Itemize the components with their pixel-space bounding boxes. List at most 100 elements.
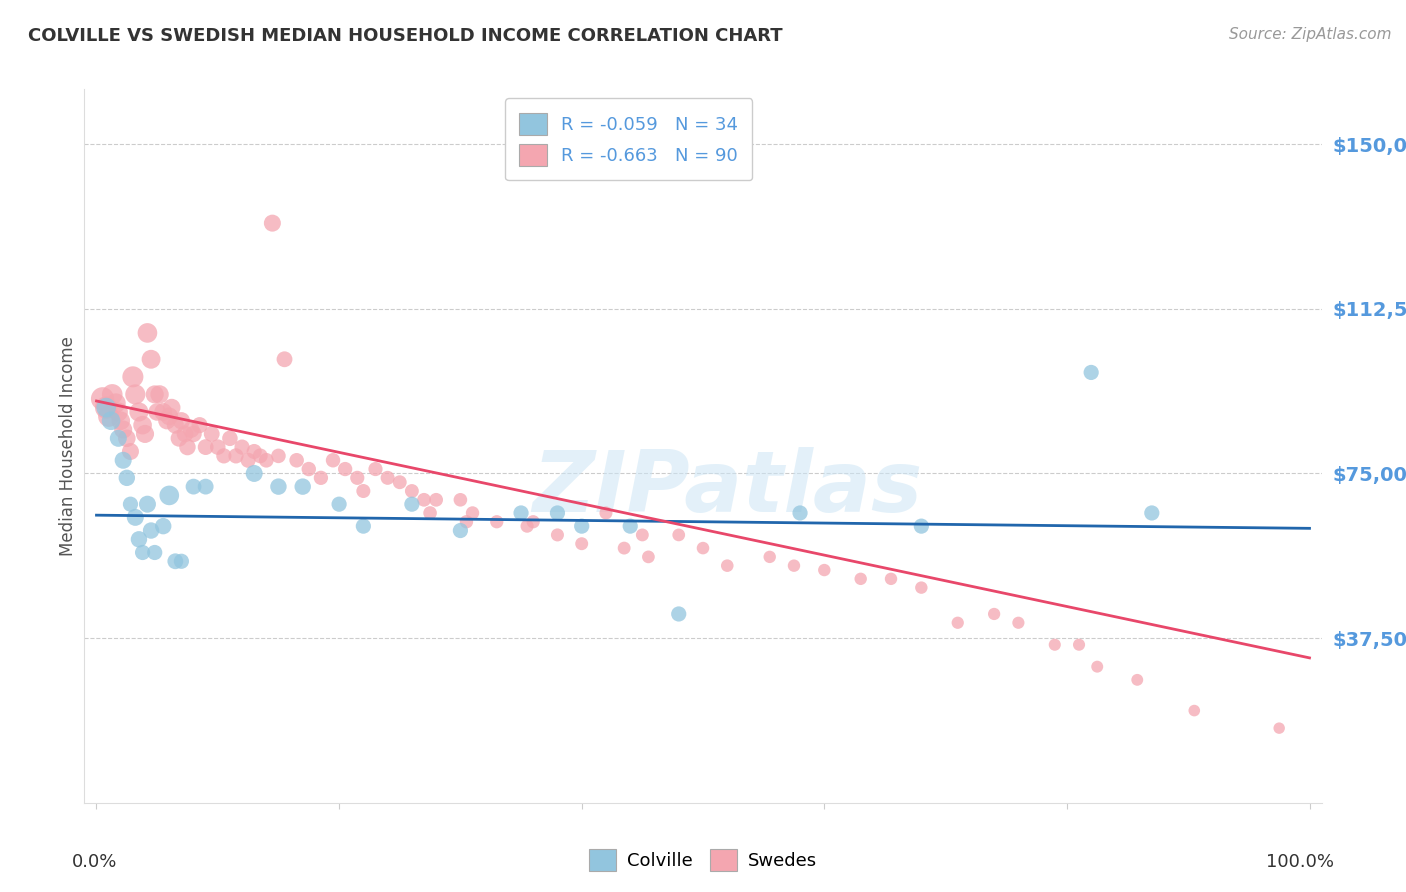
Point: [401, 497, 423, 511]
Point: [115, 431, 138, 445]
Point: [165, 418, 187, 433]
Point: [461, 506, 484, 520]
Point: [309, 471, 332, 485]
Point: [1007, 615, 1029, 630]
Point: [249, 449, 271, 463]
Point: [910, 581, 932, 595]
Point: [546, 528, 568, 542]
Point: [425, 492, 447, 507]
Point: [143, 545, 166, 559]
Point: [946, 615, 969, 630]
Point: [170, 554, 193, 568]
Point: [165, 554, 187, 568]
Point: [174, 426, 197, 441]
Point: [1126, 673, 1149, 687]
Point: [322, 453, 344, 467]
Point: [449, 524, 471, 538]
Point: [783, 558, 806, 573]
Point: [183, 426, 205, 441]
Point: [124, 387, 146, 401]
Point: [267, 480, 290, 494]
Point: [613, 541, 636, 555]
Point: [212, 449, 235, 463]
Point: [91, 392, 114, 406]
Point: [716, 558, 738, 573]
Point: [148, 387, 170, 401]
Point: [813, 563, 835, 577]
Point: [619, 519, 641, 533]
Point: [139, 524, 162, 538]
Point: [1080, 366, 1102, 380]
Point: [236, 453, 259, 467]
Point: [146, 405, 169, 419]
Point: [176, 440, 198, 454]
Point: [510, 506, 533, 520]
Point: [485, 515, 508, 529]
Point: [1085, 659, 1108, 673]
Point: [849, 572, 872, 586]
Point: [207, 440, 229, 454]
Point: [522, 515, 544, 529]
Text: 100.0%: 100.0%: [1265, 853, 1334, 871]
Point: [456, 515, 478, 529]
Point: [637, 549, 659, 564]
Text: ZIPatlas: ZIPatlas: [533, 447, 922, 531]
Point: [131, 545, 153, 559]
Point: [124, 510, 146, 524]
Point: [388, 475, 411, 490]
Y-axis label: Median Household Income: Median Household Income: [59, 336, 77, 556]
Point: [231, 440, 253, 454]
Point: [262, 216, 284, 230]
Point: [516, 519, 538, 533]
Point: [595, 506, 617, 520]
Point: [983, 607, 1005, 621]
Point: [170, 414, 193, 428]
Point: [243, 467, 266, 481]
Text: 0.0%: 0.0%: [72, 853, 117, 871]
Text: Source: ZipAtlas.com: Source: ZipAtlas.com: [1229, 27, 1392, 42]
Point: [243, 444, 266, 458]
Point: [413, 492, 436, 507]
Point: [298, 462, 321, 476]
Point: [346, 471, 368, 485]
Point: [136, 497, 159, 511]
Point: [188, 418, 211, 433]
Point: [254, 453, 277, 467]
Legend: R = -0.059   N = 34, R = -0.663   N = 90: R = -0.059 N = 34, R = -0.663 N = 90: [505, 98, 752, 180]
Point: [333, 462, 356, 476]
Point: [352, 519, 374, 533]
Point: [291, 480, 314, 494]
Point: [225, 449, 247, 463]
Point: [96, 401, 118, 415]
Point: [401, 483, 423, 498]
Point: [101, 387, 124, 401]
Point: [267, 449, 290, 463]
Point: [273, 352, 295, 367]
Point: [910, 519, 932, 533]
Point: [1182, 704, 1205, 718]
Point: [110, 414, 132, 428]
Point: [201, 426, 224, 441]
Point: [160, 401, 183, 415]
Point: [143, 387, 166, 401]
Point: [328, 497, 350, 511]
Point: [789, 506, 811, 520]
Point: [100, 414, 122, 428]
Point: [107, 431, 129, 445]
Point: [449, 492, 471, 507]
Point: [692, 541, 714, 555]
Point: [104, 396, 127, 410]
Point: [194, 480, 217, 494]
Point: [120, 444, 142, 458]
Point: [571, 519, 593, 533]
Point: [122, 369, 145, 384]
Point: [364, 462, 387, 476]
Point: [352, 483, 374, 498]
Point: [136, 326, 159, 340]
Point: [180, 423, 202, 437]
Point: [107, 405, 129, 419]
Point: [419, 506, 441, 520]
Point: [131, 418, 153, 433]
Point: [668, 607, 690, 621]
Point: [668, 528, 690, 542]
